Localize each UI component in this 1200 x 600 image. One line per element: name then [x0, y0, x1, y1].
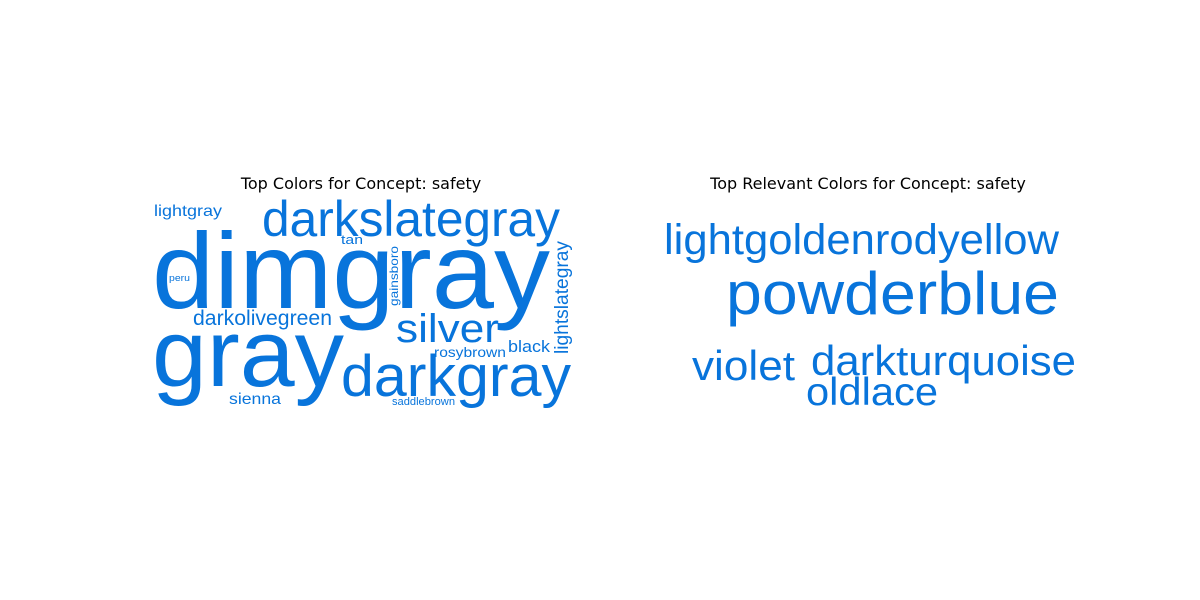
word-tan: tan	[341, 232, 363, 247]
word-darkolivegreen: darkolivegreen	[193, 307, 332, 330]
word-silver: silver	[396, 307, 499, 351]
word-gainsboro: gainsboro	[387, 246, 401, 306]
word-peru: peru	[169, 273, 190, 283]
word-saddlebrown: saddlebrown	[392, 396, 455, 408]
word-sienna: sienna	[229, 391, 281, 408]
word-lightgray: lightgray	[154, 203, 222, 220]
word-darkturquoise: darkturquoise	[811, 337, 1076, 384]
chart-title-left: Top Colors for Concept: safety	[240, 174, 482, 193]
word-powderblue: powderblue	[726, 260, 1059, 327]
word-lightgoldenrodyellow: lightgoldenrodyellow	[664, 216, 1060, 264]
word-darkslategray: darkslategray	[262, 191, 560, 247]
word-black: black	[508, 337, 551, 356]
word-gray: gray	[152, 300, 344, 407]
word-oldlace: oldlace	[806, 371, 938, 414]
word-rosybrown: rosybrown	[434, 344, 506, 360]
word-darkgray: darkgray	[341, 344, 571, 409]
word-dimgray: dimgray	[152, 210, 550, 331]
word-violet: violet	[692, 342, 795, 389]
word-lightslategray: lightslategray	[552, 240, 573, 354]
chart-title-right: Top Relevant Colors for Concept: safety	[710, 174, 1026, 193]
